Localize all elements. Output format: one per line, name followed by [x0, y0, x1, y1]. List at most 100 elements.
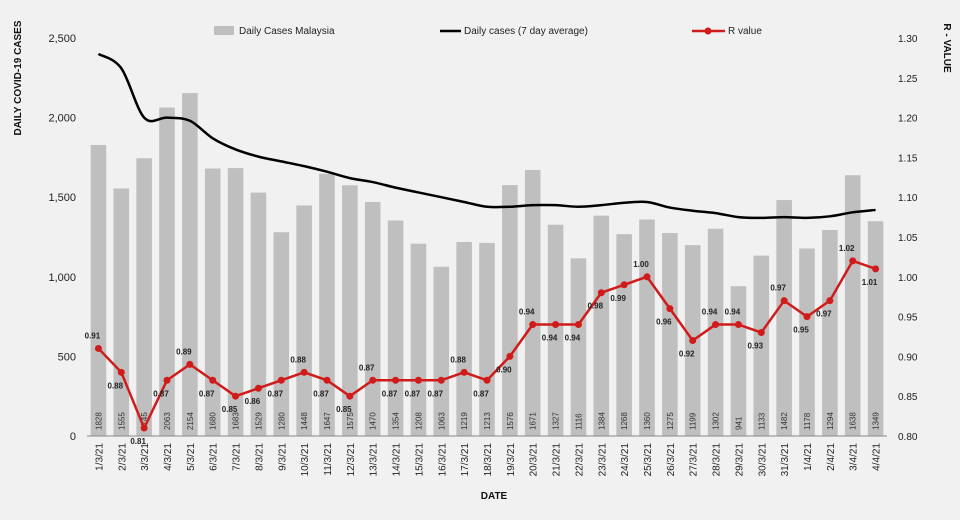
x-tick-label: 7/3/21: [232, 443, 243, 471]
y-tick-label: 2,500: [48, 33, 76, 45]
r-value-point: [94, 344, 102, 352]
r-value-label: 0.97: [770, 284, 786, 293]
bar: [776, 200, 792, 436]
x-tick-label: 21/3/21: [552, 443, 563, 477]
r-value-label: 0.94: [542, 334, 558, 343]
r-value-layer: [94, 257, 880, 432]
r-value-point: [803, 313, 811, 321]
bar-value-label: 1680: [209, 412, 218, 430]
average-line: [97, 52, 876, 220]
x-tick-label: 13/3/21: [369, 443, 380, 477]
r-value-point: [643, 273, 651, 281]
x-tick-label: 4/3/21: [163, 443, 174, 471]
bar: [844, 175, 861, 436]
bar-value-label: 1275: [666, 412, 675, 430]
bar: [753, 255, 770, 436]
x-tick-label: 2/4/21: [826, 443, 837, 471]
bar: [662, 233, 678, 436]
r-value-point: [734, 321, 742, 329]
x-tick-label: 2/3/21: [117, 443, 128, 471]
bar-value-label: 1213: [483, 412, 492, 430]
legend-label-bars: Daily Cases Malaysia: [239, 26, 335, 37]
x-tick-label: 30/3/21: [757, 443, 768, 477]
x-tick-label: 1/4/21: [803, 443, 814, 471]
r-value-label: 0.87: [267, 389, 283, 398]
r-value-point: [506, 352, 514, 360]
x-tick-label: 1/3/21: [94, 443, 105, 471]
bar: [479, 242, 495, 436]
x-tick-label: 18/3/21: [483, 443, 494, 477]
bar-value-label: 1470: [369, 412, 378, 430]
r-value-point: [849, 257, 857, 265]
y2-tick-label: 1.25: [898, 74, 918, 85]
r-value-point: [232, 392, 240, 400]
bars-layer: [90, 93, 884, 437]
r-value-point: [552, 321, 560, 329]
bar-value-label: 1745: [140, 412, 149, 430]
r-value-label: 0.87: [199, 389, 215, 398]
bar: [296, 205, 312, 436]
r-value-label: 0.88: [450, 355, 466, 364]
x-tick-label: 3/4/21: [849, 443, 860, 471]
bar-value-label: 1575: [346, 412, 355, 430]
r-value-point: [529, 321, 537, 329]
bar: [204, 168, 221, 436]
bar: [456, 241, 472, 436]
x-tick-label: 29/3/21: [734, 443, 745, 477]
x-tick-label: 22/3/21: [574, 443, 585, 477]
r-value-point: [780, 297, 788, 305]
x-tick-label: 10/3/21: [300, 443, 311, 477]
bar-value-label: 1294: [826, 412, 835, 430]
r-value-point: [620, 281, 628, 289]
r-value-label: 0.97: [816, 310, 832, 319]
r-value-label: 0.88: [290, 355, 306, 364]
x-tick-label: 6/3/21: [209, 443, 220, 471]
bar: [616, 234, 632, 436]
y-tick-label: 0: [70, 431, 76, 443]
r-value-label: 0.87: [313, 389, 329, 398]
x-tick-label: 8/3/21: [254, 443, 265, 471]
y-tick-label: 1,000: [48, 272, 76, 284]
r-value-label: 0.85: [336, 405, 352, 414]
bar: [90, 144, 107, 436]
bar-value-label: 1683: [232, 412, 241, 430]
x-tick-label: 31/3/21: [780, 443, 791, 477]
r-value-point: [574, 321, 582, 329]
bar: [250, 192, 267, 436]
r-value-point: [300, 368, 308, 376]
bar: [319, 173, 335, 436]
bar: [342, 185, 358, 436]
bar: [524, 169, 541, 436]
bar-value-label: 1327: [552, 412, 561, 430]
r-value-label: 0.92: [679, 349, 695, 358]
bar: [387, 220, 404, 436]
bar-value-label: 1268: [620, 412, 629, 430]
y2-tick-label: 1.20: [898, 114, 918, 125]
left-axis: 0 500 1,000 1,500 2,000 2,500: [48, 33, 76, 443]
x-tick-label: 5/3/21: [186, 443, 197, 471]
r-value-point: [483, 376, 491, 384]
r-value-point: [689, 336, 697, 344]
r-value-label: 0.90: [496, 365, 512, 374]
bar-value-label: 1354: [392, 412, 401, 430]
bar: [822, 229, 838, 436]
bar-value-label: 1555: [117, 412, 126, 430]
bar: [799, 248, 815, 436]
r-value-label: 0.94: [702, 308, 718, 317]
r-value-label: 0.86: [245, 397, 261, 406]
y-tick-label: 500: [58, 351, 76, 363]
bar-value-label: 1671: [529, 412, 538, 430]
r-value-label: 1.00: [633, 260, 649, 269]
r-value-point: [163, 376, 171, 384]
bar: [410, 243, 427, 436]
bar-value-label: 1349: [872, 412, 881, 430]
r-value-point: [277, 376, 285, 384]
x-tick-label: 26/3/21: [666, 443, 677, 477]
bar-value-label: 1133: [757, 412, 766, 430]
bar: [113, 188, 130, 436]
r-value-labels-layer: 0.91 0.88 0.81 0.87 0.89 0.87 0.85 0.86 0.87 0.88…: [85, 244, 878, 446]
bar-value-label: 1302: [712, 412, 721, 430]
r-value-point: [140, 424, 148, 432]
r-value-point: [826, 297, 834, 305]
y2-tick-label: 1.05: [898, 233, 918, 244]
